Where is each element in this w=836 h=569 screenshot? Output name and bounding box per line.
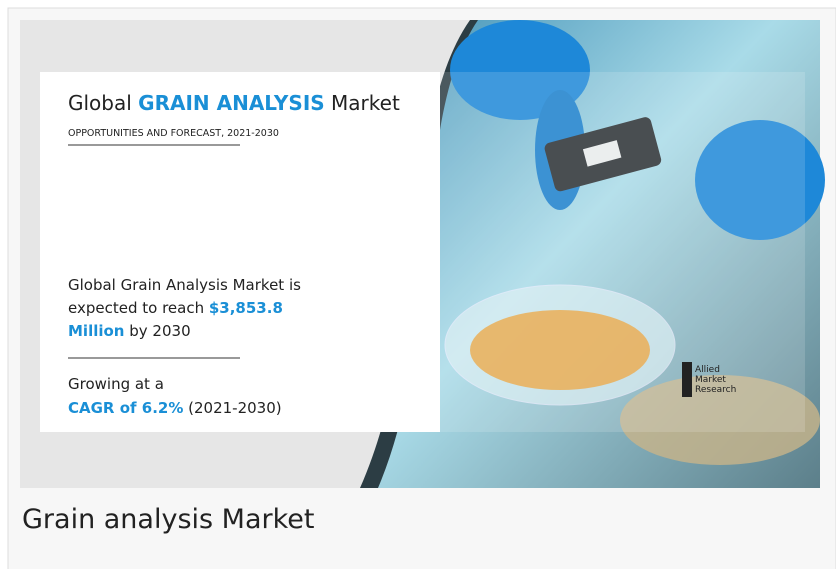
figure: Global GRAIN ANALYSIS Market OPPORTUNITI… <box>0 0 836 569</box>
page: Global GRAIN ANALYSIS Market OPPORTUNITI… <box>0 0 836 569</box>
growth-text: CAGR of 6.2% (2021-2030) <box>68 399 282 417</box>
reach-text: Million by 2030 <box>68 322 191 340</box>
logo-text: Research <box>695 385 736 395</box>
reach-text: expected to reach $3,853.8 <box>68 299 283 317</box>
logo-text: Market <box>695 375 726 385</box>
logo-mark <box>682 362 692 397</box>
growth-text: Growing at a <box>68 375 164 393</box>
reach-text: Global Grain Analysis Market is <box>68 276 301 294</box>
caption: Grain analysis Market <box>22 504 314 535</box>
subtitle: OPPORTUNITIES AND FORECAST, 2021-2030 <box>68 128 279 139</box>
card-overlay <box>440 72 805 432</box>
logo-text: Allied <box>695 365 720 375</box>
infographic-title: Global GRAIN ANALYSIS Market <box>68 91 400 115</box>
